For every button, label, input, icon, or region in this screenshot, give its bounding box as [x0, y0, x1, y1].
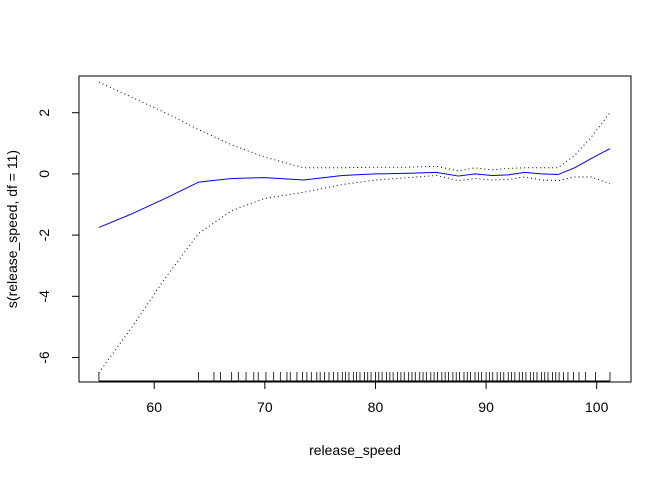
y-axis-title: s(release_speed, df = 11): [4, 150, 20, 308]
x-axis: 60 70 80 90 100: [146, 381, 609, 415]
series-upper-band: [98, 81, 611, 172]
y-tick-label: 2: [36, 109, 52, 117]
x-tick-label: 100: [585, 399, 609, 415]
series-layer: [98, 81, 611, 374]
x-tick-label: 90: [478, 399, 494, 415]
series-fit: [98, 148, 611, 228]
rug-layer: [98, 372, 611, 382]
y-tick-label: 0: [36, 170, 52, 178]
series-lower-band: [98, 174, 611, 374]
y-tick-label: -4: [36, 290, 52, 303]
x-tick-label: 80: [368, 399, 384, 415]
x-tick-label: 60: [146, 399, 162, 415]
y-axis: -6 -4 -2 0 2: [36, 109, 80, 364]
x-tick-label: 70: [257, 399, 273, 415]
y-tick-label: -2: [36, 229, 52, 242]
y-tick-label: -6: [36, 351, 52, 364]
x-axis-title: release_speed: [309, 442, 401, 458]
